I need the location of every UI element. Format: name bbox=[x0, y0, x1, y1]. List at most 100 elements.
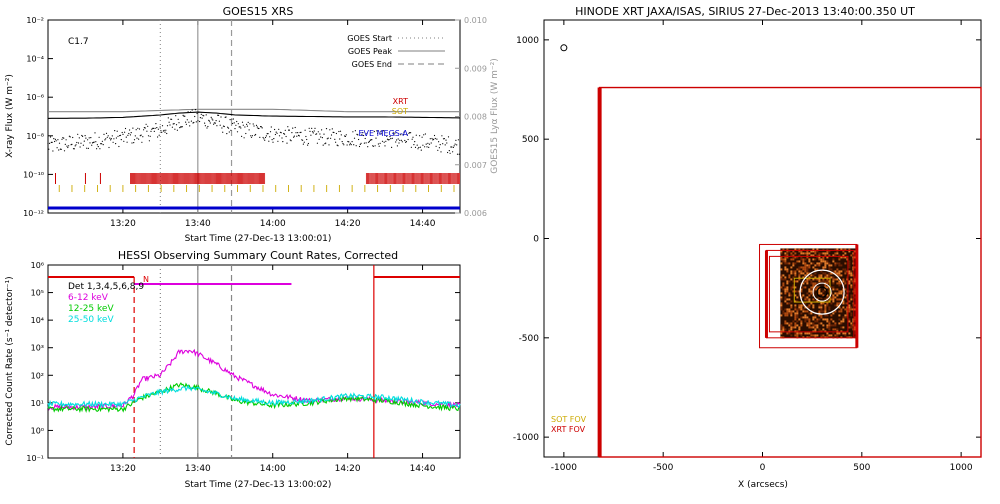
xrt-image-pixel bbox=[814, 324, 817, 327]
goes-series-point bbox=[360, 142, 362, 144]
xrt-image-pixel bbox=[786, 248, 789, 251]
goes-ylabel: X-ray Flux (W m⁻²) bbox=[5, 74, 15, 158]
xrt-image-pixel bbox=[814, 252, 817, 255]
goes-series-point bbox=[401, 141, 403, 143]
xrt-image-pixel bbox=[822, 252, 825, 255]
xrt-image-pixel bbox=[842, 268, 845, 271]
xrt-image-pixel bbox=[780, 252, 783, 255]
xrt-image-pixel bbox=[812, 334, 815, 337]
goes-series-point bbox=[239, 126, 241, 128]
goes-series-point bbox=[136, 137, 138, 139]
xrt-image-pixel bbox=[826, 296, 829, 299]
goes-series-point bbox=[82, 135, 84, 137]
goes-series-point bbox=[66, 145, 68, 147]
goes-series-point bbox=[382, 130, 384, 132]
xrt-image-pixel bbox=[796, 290, 799, 293]
hessi-y-tick-label: 10³ bbox=[31, 344, 44, 353]
xrt-image-pixel bbox=[824, 264, 827, 267]
goes-series-point bbox=[428, 146, 430, 148]
xrt-image-pixel bbox=[848, 326, 851, 329]
xrt-image-pixel bbox=[848, 310, 851, 313]
xrt-image-pixel bbox=[844, 272, 847, 275]
xrt-image-pixel bbox=[798, 332, 801, 335]
goes-y2label: GOES15 Lyα Flux (W m⁻²) bbox=[490, 58, 500, 174]
xrt-image-pixel bbox=[792, 326, 795, 329]
goes-series-point bbox=[241, 135, 243, 137]
goes-series-point bbox=[200, 113, 202, 115]
goes-series-point bbox=[79, 146, 81, 148]
xrt-image-pixel bbox=[818, 328, 821, 331]
goes-series-point bbox=[391, 137, 393, 139]
goes-series-point bbox=[246, 123, 248, 125]
xrt-image-pixel bbox=[824, 298, 827, 301]
xrt-image-pixel bbox=[824, 318, 827, 321]
xrt-image-pixel bbox=[786, 290, 789, 293]
goes-series-point bbox=[361, 134, 363, 136]
xrt-image-pixel bbox=[790, 322, 793, 325]
hessi-y-tick-label: 10¹ bbox=[31, 399, 44, 408]
goes-y2-tick-label: 0.008 bbox=[464, 113, 487, 122]
xrt-x-tick-label: -500 bbox=[653, 463, 674, 473]
xrt-image-pixel bbox=[832, 278, 835, 281]
xrt-image-pixel bbox=[786, 288, 789, 291]
xrt-image-pixel bbox=[830, 334, 833, 337]
xrt-image-pixel bbox=[798, 274, 801, 277]
xrt-image-pixel bbox=[846, 276, 849, 279]
xrt-image-pixel bbox=[830, 264, 833, 267]
goes-series-point bbox=[264, 136, 267, 139]
xrt-image-pixel bbox=[790, 270, 793, 273]
goes-series-point bbox=[113, 138, 115, 140]
goes-series-point bbox=[80, 142, 82, 144]
xrt-image-pixel bbox=[800, 258, 803, 261]
xrt-image-pixel bbox=[812, 286, 815, 289]
xrt-image-pixel bbox=[840, 310, 843, 313]
xrt-image-pixel bbox=[812, 248, 815, 251]
goes-series-point bbox=[269, 136, 271, 138]
xrt-image-pixel bbox=[810, 254, 813, 257]
xrt-image-pixel bbox=[832, 324, 835, 327]
xrt-image-pixel bbox=[842, 320, 845, 323]
xrt-image-pixel bbox=[796, 332, 799, 335]
xrt-image-pixel bbox=[834, 322, 837, 325]
goes-series-point bbox=[447, 136, 450, 138]
goes-series-point bbox=[395, 141, 397, 143]
xrt-image-pixel bbox=[796, 316, 799, 319]
goes-series-point bbox=[199, 117, 201, 119]
goes-series-point bbox=[304, 129, 306, 131]
xrt-image-pixel bbox=[780, 262, 783, 265]
goes-series-point bbox=[47, 142, 49, 144]
xrt-image-pixel bbox=[814, 276, 817, 279]
xrt-image-pixel bbox=[788, 292, 791, 295]
xrt-image-pixel bbox=[786, 310, 789, 313]
goes-series-point bbox=[309, 130, 311, 132]
xrt-image-pixel bbox=[804, 264, 807, 267]
xrt-image-pixel bbox=[798, 318, 801, 321]
goes-series-point bbox=[142, 136, 144, 138]
xrt-image-pixel bbox=[784, 320, 787, 323]
goes-series-point bbox=[236, 120, 238, 123]
xrt-image-pixel bbox=[824, 284, 827, 287]
xrt-image-pixel bbox=[830, 272, 833, 275]
xrt-image-pixel bbox=[784, 254, 787, 257]
xrt-image-pixel bbox=[784, 292, 787, 295]
xrt-image-pixel bbox=[794, 272, 797, 275]
goes-series-point bbox=[288, 129, 290, 131]
goes-series-point bbox=[153, 130, 155, 132]
goes-series-point bbox=[115, 137, 117, 139]
xrt-image-pixel bbox=[840, 290, 843, 293]
xrt-image-pixel bbox=[832, 254, 835, 257]
goes-series-point bbox=[162, 130, 164, 132]
xrt-image-pixel bbox=[832, 300, 835, 303]
goes-series-point bbox=[188, 121, 190, 123]
xrt-image-pixel bbox=[806, 252, 809, 255]
xrt-image-pixel bbox=[818, 258, 821, 261]
xrt-image-pixel bbox=[802, 286, 805, 289]
xrt-image-pixel bbox=[800, 270, 803, 273]
xrt-image-pixel bbox=[846, 310, 849, 313]
goes-y-tick-label: 10⁻⁸ bbox=[26, 132, 44, 141]
xrt-image-pixel bbox=[844, 296, 847, 299]
xrt-image-pixel bbox=[812, 326, 815, 329]
goes-series-point bbox=[69, 136, 71, 138]
goes-series-point bbox=[204, 125, 206, 127]
goes-series-point bbox=[433, 134, 436, 137]
